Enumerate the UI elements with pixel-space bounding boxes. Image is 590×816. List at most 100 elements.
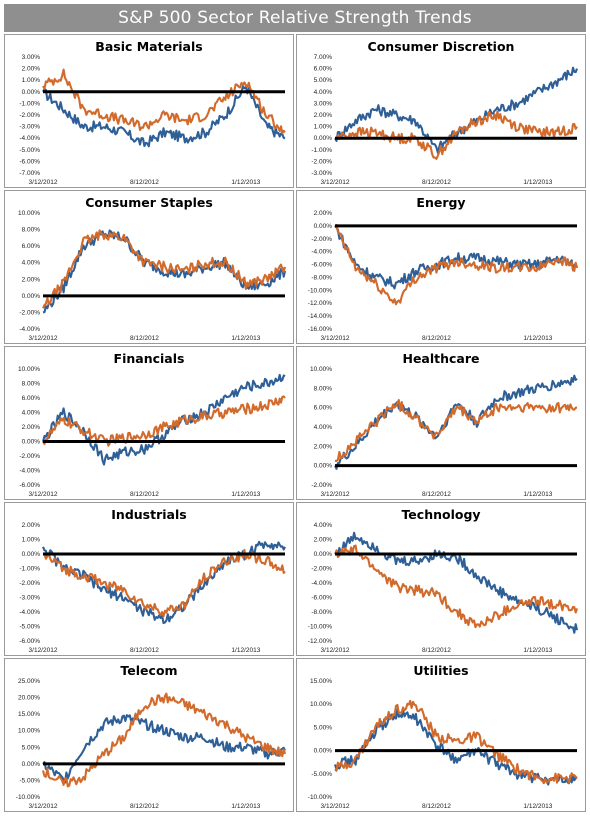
series-line-orange — [42, 395, 286, 447]
series-line-orange — [334, 399, 577, 463]
chart-svg: 10.00% 8.00% 6.00% 4.00% 2.00% 0.00% -2.00% 3/1… — [310, 366, 578, 498]
series-line-orange — [41, 692, 287, 788]
y-tick-label: 1.00% — [22, 537, 41, 544]
series-line-blue — [334, 531, 579, 634]
y-tick-label: -14.00% — [308, 313, 332, 320]
y-tick-label: 4.00% — [22, 410, 41, 417]
y-tick-label: 5.00% — [314, 77, 333, 84]
series-line-blue — [42, 714, 286, 784]
series-line-orange — [334, 699, 578, 784]
y-tick-label: -16.00% — [308, 326, 332, 333]
chart-panel-basic-materials: 3.00% 2.00% 1.00% 0.00% -1.00% -2.00% -3.00% -4… — [4, 34, 294, 188]
y-tick-label: 4.00% — [314, 424, 333, 431]
y-tick-label: 3.00% — [314, 100, 333, 107]
chart-title: Telecom — [120, 663, 178, 678]
x-tick-label: 8/12/2012 — [130, 335, 159, 342]
chart-svg: 2.00% 1.00% 0.00% -1.00% -2.00% -3.00% -4.00% -… — [19, 522, 286, 654]
y-tick-label: -6.00% — [19, 482, 40, 489]
x-tick-label: 8/12/2012 — [422, 491, 451, 498]
y-tick-label: -10.00% — [16, 794, 40, 801]
chart-title: Consumer Staples — [85, 195, 213, 210]
y-tick-label: 0.00% — [22, 293, 41, 300]
y-tick-label: 0.00% — [22, 551, 41, 558]
x-tick-label: 3/12/2012 — [321, 491, 350, 498]
y-tick-label: -5.00% — [19, 147, 40, 154]
x-tick-label: 3/12/2012 — [29, 335, 58, 342]
x-tick-label: 3/12/2012 — [29, 491, 58, 498]
x-tick-label: 8/12/2012 — [130, 803, 159, 810]
y-tick-label: 2.00% — [22, 522, 41, 529]
chart-title: Technology — [401, 507, 481, 522]
series-line-orange — [42, 68, 286, 135]
chart-panel-energy: 2.00% 0.00% -2.00% -4.00% -6.00% -8.00% -10.00… — [296, 190, 586, 344]
y-tick-label: 0.00% — [314, 135, 333, 142]
y-tick-label: -10.00% — [308, 287, 332, 294]
y-tick-label: -6.00% — [311, 262, 332, 269]
y-tick-label: 3.00% — [22, 54, 41, 61]
y-tick-label: -10.00% — [308, 624, 332, 631]
y-tick-label: -3.00% — [311, 170, 332, 177]
x-tick-label: 3/12/2012 — [29, 179, 58, 186]
chart-svg: 10.00% 8.00% 6.00% 4.00% 2.00% 0.00% -2.00% -4.… — [18, 366, 286, 498]
chart-svg: 3.00% 2.00% 1.00% 0.00% -1.00% -2.00% -3.00% -4… — [19, 54, 286, 186]
y-tick-label: 15.00% — [310, 678, 332, 685]
y-tick-label: -12.00% — [308, 300, 332, 307]
y-tick-label: -1.00% — [311, 147, 332, 154]
series-line-blue — [334, 66, 578, 154]
y-tick-label: 0.00% — [314, 463, 333, 470]
chart-title: Industrials — [111, 507, 187, 522]
chart-panel-technology: 4.00% 2.00% 0.00% -2.00% -4.00% -6.00% -8.00% -… — [296, 502, 586, 656]
y-tick-label: -2.00% — [311, 566, 332, 573]
x-tick-label: 1/12/2013 — [523, 647, 552, 654]
y-tick-label: -6.00% — [19, 158, 40, 165]
chart-panel-financials: 10.00% 8.00% 6.00% 4.00% 2.00% 0.00% -2.00% -4.… — [4, 346, 294, 500]
series-line-orange — [42, 229, 287, 309]
x-tick-label: 1/12/2013 — [231, 335, 260, 342]
y-tick-label: 2.00% — [314, 537, 333, 544]
y-tick-label: -8.00% — [311, 274, 332, 281]
y-tick-label: -1.00% — [19, 566, 40, 573]
y-tick-label: -4.00% — [19, 135, 40, 142]
y-tick-label: -12.00% — [308, 638, 332, 645]
y-tick-label: 2.00% — [314, 210, 333, 217]
y-tick-label: -6.00% — [19, 638, 40, 645]
x-tick-label: 8/12/2012 — [130, 491, 159, 498]
y-tick-label: 5.00% — [314, 724, 333, 731]
y-tick-label: 4.00% — [314, 89, 333, 96]
chart-title: Consumer Discretion — [367, 39, 515, 54]
chart-title: Energy — [416, 195, 466, 210]
y-tick-label: -4.00% — [19, 468, 40, 475]
series-line-blue — [42, 229, 287, 314]
x-tick-label: 3/12/2012 — [321, 647, 350, 654]
y-tick-label: -6.00% — [311, 595, 332, 602]
y-tick-label: 2.00% — [22, 276, 41, 283]
x-tick-label: 1/12/2013 — [523, 803, 552, 810]
y-tick-label: -2.00% — [311, 158, 332, 165]
y-tick-label: 25.00% — [18, 678, 40, 685]
x-tick-label: 8/12/2012 — [130, 647, 159, 654]
y-tick-label: 1.00% — [314, 124, 333, 131]
series-line-orange — [334, 110, 578, 160]
y-tick-label: 20.00% — [18, 695, 40, 702]
chart-svg: 10.00% 8.00% 6.00% 4.00% 2.00% 0.00% -2.00% -4.… — [18, 210, 287, 342]
series-line-blue — [333, 708, 578, 786]
chart-panel-industrials: 2.00% 1.00% 0.00% -1.00% -2.00% -3.00% -4.00% -… — [4, 502, 294, 656]
y-tick-label: 8.00% — [22, 381, 41, 388]
y-tick-label: 15.00% — [18, 711, 40, 718]
chart-panel-utilities: 15.00% 10.00% 5.00% 0.00% -5.00% -10.00% 3/12/… — [296, 658, 586, 812]
y-tick-label: -10.00% — [308, 794, 332, 801]
chart-title: Basic Materials — [95, 39, 203, 54]
x-tick-label: 1/12/2013 — [231, 179, 260, 186]
y-tick-label: 1.00% — [22, 77, 41, 84]
y-tick-label: 2.00% — [314, 443, 333, 450]
y-tick-label: -2.00% — [311, 236, 332, 243]
chart-svg: 25.00% 20.00% 15.00% 10.00% 5.00% 0.00% -5.00%… — [16, 678, 287, 810]
chart-title: Utilities — [413, 663, 469, 678]
y-tick-label: 0.00% — [314, 748, 333, 755]
x-tick-label: 1/12/2013 — [231, 803, 260, 810]
y-tick-label: -5.00% — [19, 624, 40, 631]
y-tick-label: -8.00% — [311, 609, 332, 616]
y-tick-label: -5.00% — [19, 777, 40, 784]
chart-svg: 15.00% 10.00% 5.00% 0.00% -5.00% -10.00% 3/12/… — [308, 678, 578, 810]
